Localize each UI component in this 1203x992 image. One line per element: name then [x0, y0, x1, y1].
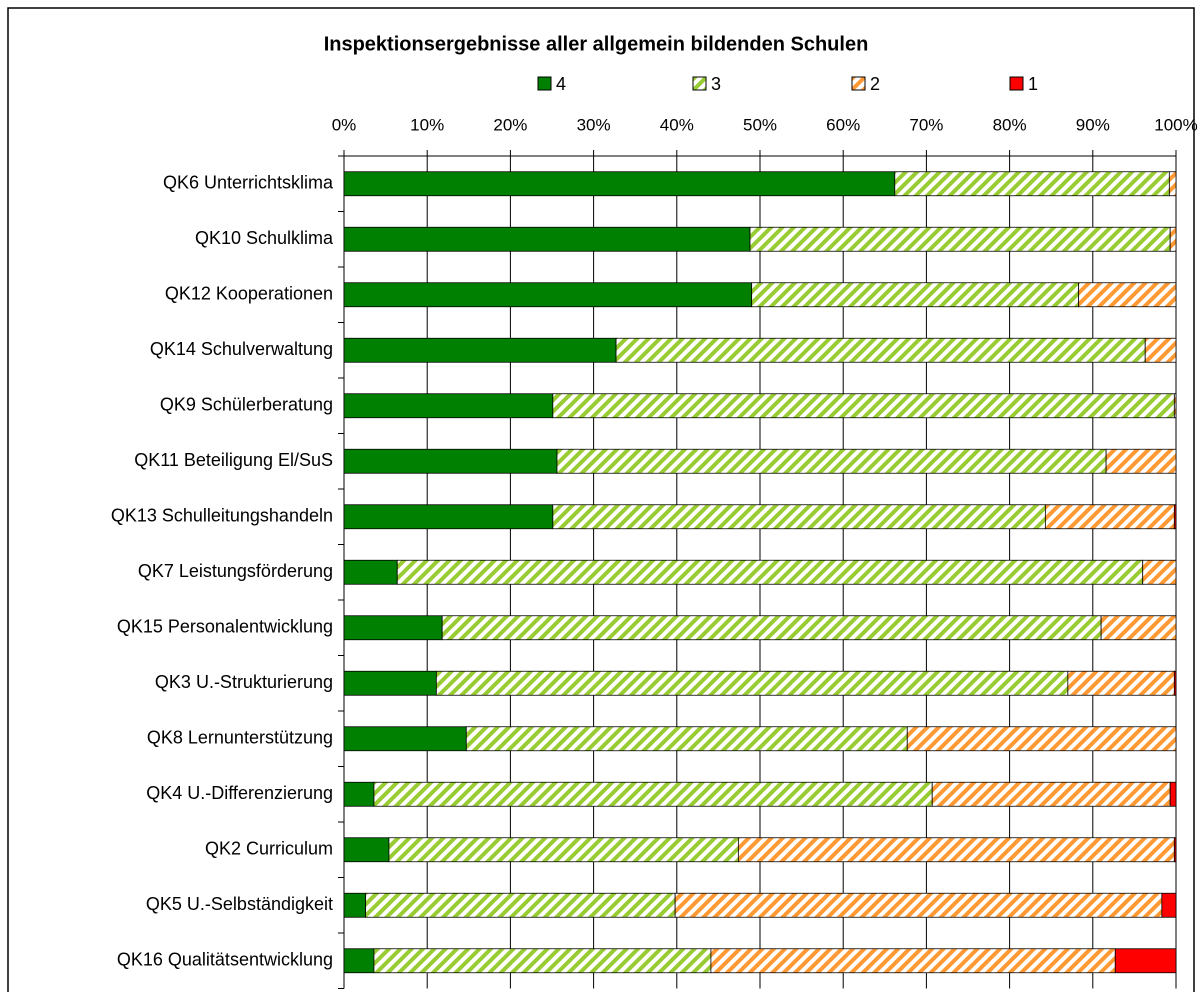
y-tick-label: QK15 Personalentwicklung	[117, 617, 333, 637]
bar-segment	[615, 337, 1146, 363]
x-tick-label: 40%	[660, 115, 694, 134]
bar-segment	[894, 171, 1170, 197]
bar-segment	[751, 282, 1080, 308]
legend-label: 4	[556, 74, 566, 94]
y-tick-label: QK9 Schülerberatung	[160, 395, 333, 415]
bar-segment	[1044, 504, 1175, 530]
bar-segment	[343, 448, 558, 474]
x-tick-label: 90%	[1076, 115, 1110, 134]
legend-swatch	[851, 76, 866, 91]
bar-segment	[749, 226, 1171, 252]
bar-segment	[343, 282, 753, 308]
y-tick-label: QK8 Lernunterstützung	[147, 728, 333, 748]
y-tick-label: QK7 Leistungsförderung	[138, 561, 333, 581]
bar-segment	[1173, 837, 1177, 863]
bar-segment	[906, 726, 1177, 752]
bar-segment	[1105, 448, 1177, 474]
bar-segment	[1161, 892, 1177, 918]
y-tick-label: QK12 Kooperationen	[165, 284, 333, 304]
x-tick-label: 60%	[826, 115, 860, 134]
legend-swatch	[537, 76, 552, 91]
bar-segment	[1169, 226, 1177, 252]
bar-segment	[343, 393, 554, 419]
bar-segment	[373, 781, 933, 807]
x-tick-label: 20%	[493, 115, 527, 134]
bar-segment	[1173, 670, 1177, 696]
x-tick-label: 80%	[993, 115, 1027, 134]
bar-segment	[343, 948, 375, 974]
bar-segment	[1173, 504, 1177, 530]
bar-segment	[1078, 282, 1177, 308]
bar-segment	[552, 393, 1175, 419]
bar-segment	[343, 504, 554, 530]
bar-segment	[343, 559, 398, 585]
x-tick-label: 100%	[1154, 115, 1197, 134]
bar-segment	[552, 504, 1046, 530]
bar-segment	[343, 171, 896, 197]
bar-segment	[343, 615, 443, 641]
legend-swatch	[1009, 76, 1024, 91]
bar-segment	[1173, 393, 1177, 419]
bar-segment	[1114, 948, 1177, 974]
x-tick-label: 30%	[577, 115, 611, 134]
bar-segment	[396, 559, 1144, 585]
bar-segment	[1142, 559, 1177, 585]
y-tick-label: QK3 U.-Strukturierung	[155, 672, 333, 692]
bar-segment	[1067, 670, 1175, 696]
legend-label: 3	[711, 74, 721, 94]
bar-segment	[1168, 171, 1177, 197]
bar-segment	[388, 837, 739, 863]
x-tick-label: 0%	[332, 115, 357, 134]
bar-segment	[1100, 615, 1177, 641]
bar-segment	[737, 837, 1175, 863]
x-tick-label: 50%	[743, 115, 777, 134]
bar-segment	[710, 948, 1116, 974]
y-tick-label: QK5 U.-Selbständigkeit	[146, 894, 333, 914]
bar-segment	[1144, 337, 1177, 363]
bar-segment	[435, 670, 1069, 696]
chart-title: Inspektionsergebnisse aller allgemein bi…	[324, 33, 869, 55]
x-tick-label: 10%	[410, 115, 444, 134]
bar-segment	[343, 337, 617, 363]
bar-segment	[343, 670, 437, 696]
bar-segment	[1169, 781, 1177, 807]
y-tick-label: QK13 Schulleitungshandeln	[111, 506, 333, 526]
bar-segment	[343, 892, 367, 918]
legend-label: 2	[870, 74, 880, 94]
bar-segment	[373, 948, 712, 974]
legend-label: 1	[1028, 74, 1038, 94]
bar-segment	[465, 726, 908, 752]
bar-segment	[343, 837, 390, 863]
bar-segment	[343, 781, 375, 807]
bar-segment	[365, 892, 676, 918]
bar-segment	[343, 226, 751, 252]
bar-segment	[343, 726, 467, 752]
x-tick-label: 70%	[909, 115, 943, 134]
bar-segment	[931, 781, 1171, 807]
y-tick-label: QK6 Unterrichtsklima	[163, 173, 334, 193]
legend-swatch	[692, 76, 707, 91]
y-tick-label: QK10 Schulklima	[195, 228, 334, 248]
y-tick-label: QK2 Curriculum	[205, 839, 333, 859]
y-tick-label: QK14 Schulverwaltung	[150, 339, 333, 359]
bar-segment	[556, 448, 1107, 474]
y-tick-label: QK11 Beteiligung El/SuS	[134, 450, 333, 470]
y-tick-label: QK16 Qualitätsentwicklung	[117, 950, 333, 970]
bar-segment	[674, 892, 1163, 918]
y-tick-label: QK4 U.-Differenzierung	[146, 783, 333, 803]
bar-segment	[441, 615, 1102, 641]
